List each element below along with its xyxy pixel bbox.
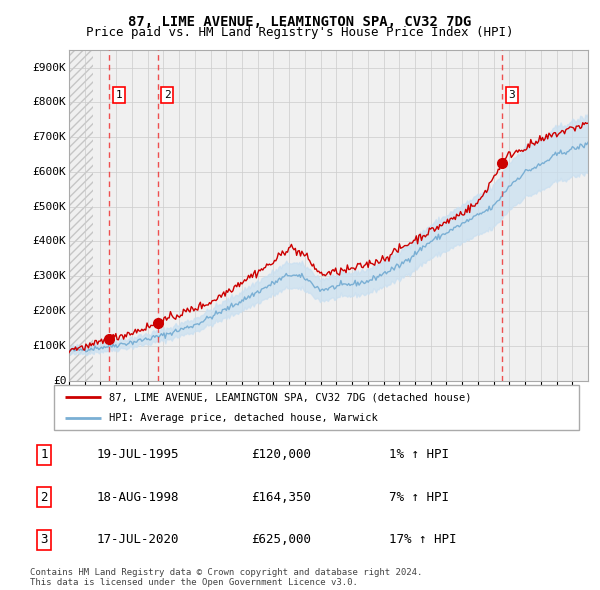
- Text: 1: 1: [115, 90, 122, 100]
- Text: £120,000: £120,000: [251, 448, 311, 461]
- Text: 17% ↑ HPI: 17% ↑ HPI: [389, 533, 457, 546]
- Text: £625,000: £625,000: [251, 533, 311, 546]
- Text: 7% ↑ HPI: 7% ↑ HPI: [389, 491, 449, 504]
- Text: 3: 3: [508, 90, 515, 100]
- Text: £100K: £100K: [32, 341, 67, 351]
- Text: 1: 1: [40, 448, 47, 461]
- Text: 18-AUG-1998: 18-AUG-1998: [96, 491, 179, 504]
- Text: 1% ↑ HPI: 1% ↑ HPI: [389, 448, 449, 461]
- Text: 17-JUL-2020: 17-JUL-2020: [96, 533, 179, 546]
- Text: £900K: £900K: [32, 63, 67, 73]
- Text: 87, LIME AVENUE, LEAMINGTON SPA, CV32 7DG: 87, LIME AVENUE, LEAMINGTON SPA, CV32 7D…: [128, 15, 472, 30]
- Text: £800K: £800K: [32, 97, 67, 107]
- Bar: [69, 50, 92, 381]
- Text: 87, LIME AVENUE, LEAMINGTON SPA, CV32 7DG (detached house): 87, LIME AVENUE, LEAMINGTON SPA, CV32 7D…: [109, 392, 472, 402]
- Text: 3: 3: [40, 533, 47, 546]
- FancyBboxPatch shape: [54, 385, 579, 430]
- Text: HPI: Average price, detached house, Warwick: HPI: Average price, detached house, Warw…: [109, 412, 378, 422]
- Text: £600K: £600K: [32, 167, 67, 177]
- Text: Contains HM Land Registry data © Crown copyright and database right 2024.
This d: Contains HM Land Registry data © Crown c…: [30, 568, 422, 587]
- Text: £200K: £200K: [32, 306, 67, 316]
- Text: 2: 2: [40, 491, 47, 504]
- Text: £500K: £500K: [32, 202, 67, 212]
- Text: £400K: £400K: [32, 237, 67, 247]
- Text: Price paid vs. HM Land Registry's House Price Index (HPI): Price paid vs. HM Land Registry's House …: [86, 26, 514, 39]
- Text: £300K: £300K: [32, 271, 67, 281]
- Text: 19-JUL-1995: 19-JUL-1995: [96, 448, 179, 461]
- Text: £700K: £700K: [32, 132, 67, 142]
- Text: £164,350: £164,350: [251, 491, 311, 504]
- Text: 2: 2: [164, 90, 170, 100]
- Text: £0: £0: [53, 376, 67, 385]
